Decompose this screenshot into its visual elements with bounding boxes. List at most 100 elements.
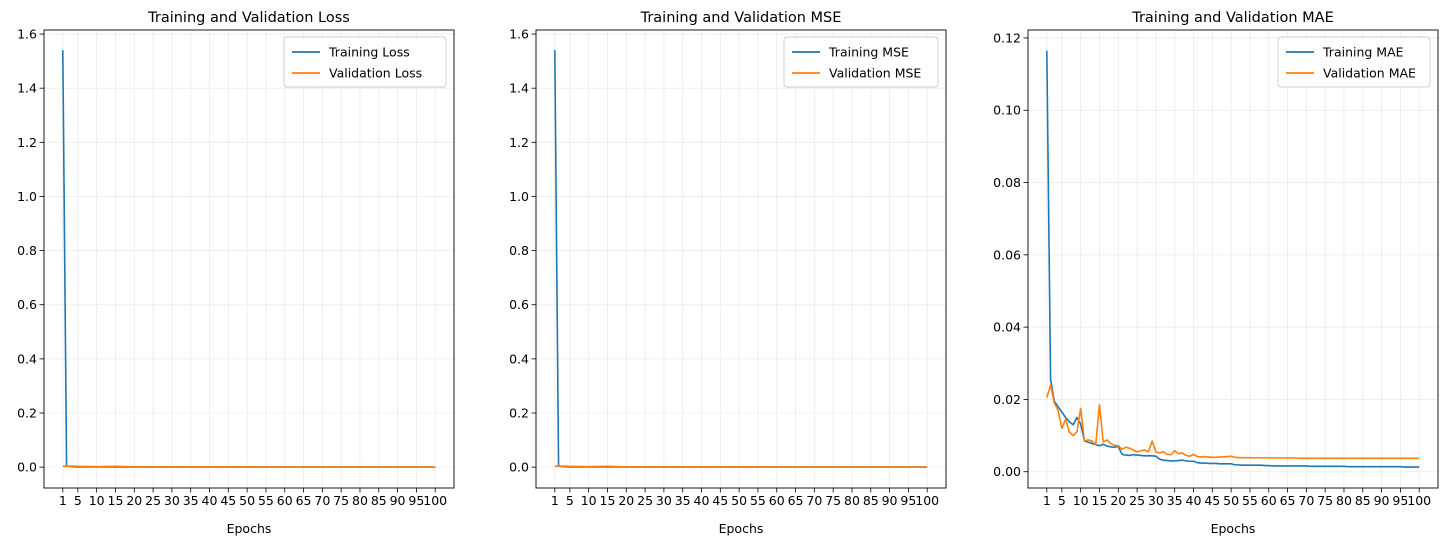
x-axis-label: Epochs	[719, 521, 764, 536]
x-tick-label: 45	[220, 493, 236, 508]
x-axis-label: Epochs	[227, 521, 272, 536]
chart-panel-1: 1 5 10 15 20 25 30 35 40 45 50 55 60 65 70 75 80 85 90 9510…	[17, 10, 455, 536]
x-tick-label: 55	[258, 493, 274, 508]
x-tick-label: 20	[126, 493, 142, 508]
legend-entry: Validation MSE	[829, 66, 921, 81]
x-tick-label: 5	[566, 493, 574, 508]
x-tick-label: 55	[1242, 493, 1258, 508]
x-tick-label: 40	[694, 493, 710, 508]
x-tick-label: 35	[1167, 493, 1183, 508]
x-tick-label: 5	[1058, 493, 1066, 508]
x-tick-label: 90	[882, 493, 898, 508]
x-tick-label: 70	[314, 493, 330, 508]
x-tick-label: 45	[712, 493, 728, 508]
x-tick-label: 65	[1280, 493, 1296, 508]
x-tick-label: 40	[202, 493, 218, 508]
axes-frame	[1027, 29, 1439, 489]
x-tick-label: 100	[1407, 493, 1431, 508]
legend: Training Loss Validation Loss	[283, 36, 447, 88]
x-tick-label: 95	[900, 493, 916, 508]
x-tick-label: 95	[408, 493, 424, 508]
series-line-validation-loss	[62, 465, 436, 468]
x-tick-label: 50	[1223, 493, 1239, 508]
x-tick-label: 75	[1317, 493, 1333, 508]
y-tick-label: 1.6	[509, 27, 529, 42]
x-tick-label: 60	[769, 493, 785, 508]
series-line-training-mae	[1046, 50, 1420, 468]
legend-entry: Validation MAE	[1323, 66, 1416, 81]
y-tick-label: 0.08	[993, 175, 1021, 190]
y-tick-label: 0.8	[17, 243, 37, 258]
legend-entry: Training Loss	[328, 45, 410, 60]
y-tick-label: 0.06	[993, 247, 1021, 262]
x-tick-label: 35	[183, 493, 199, 508]
y-tick-label: 1.6	[17, 27, 37, 42]
x-tick-label: 55	[750, 493, 766, 508]
x-tick-label: 75	[825, 493, 841, 508]
y-tick-label: 0.10	[993, 103, 1021, 118]
x-tick-label: 80	[352, 493, 368, 508]
x-tick-label: 85	[863, 493, 879, 508]
y-tick-label: 0.2	[17, 406, 37, 421]
legend: Training MSE Validation MSE	[783, 36, 939, 88]
x-tick-label: 20	[618, 493, 634, 508]
x-tick-label: 10	[1073, 493, 1089, 508]
y-tick-label: 1.4	[17, 81, 37, 96]
x-tick-label: 15	[600, 493, 616, 508]
y-tick-label: 1.2	[509, 135, 529, 150]
legend: Training MAE Validation MAE	[1277, 36, 1431, 88]
y-tick-label: 0.0	[17, 460, 37, 475]
legend-box	[783, 36, 939, 88]
series-line-training-loss	[62, 50, 436, 468]
x-tick-label: 20	[1110, 493, 1126, 508]
y-tick-label: 0.8	[509, 243, 529, 258]
x-tick-label: 80	[844, 493, 860, 508]
x-tick-label: 35	[675, 493, 691, 508]
chart-title: Training and Validation Loss	[147, 10, 350, 26]
x-tick-label: 25	[145, 493, 161, 508]
legend-box	[1277, 36, 1431, 88]
x-tick-label: 30	[656, 493, 672, 508]
legend-entry: Training MAE	[1322, 45, 1404, 60]
legend-entry: Validation Loss	[329, 66, 422, 81]
x-tick-label: 25	[1129, 493, 1145, 508]
y-tick-label: 1.0	[509, 189, 529, 204]
x-tick-label: 1	[59, 493, 67, 508]
series-line-validation-mse	[554, 465, 928, 468]
x-tick-label: 1	[551, 493, 559, 508]
y-tick-label: 0.6	[509, 297, 529, 312]
y-tick-label: 0.0	[509, 460, 529, 475]
x-tick-label: 60	[277, 493, 293, 508]
y-tick-label: 0.12	[993, 30, 1021, 45]
chart-title: Training and Validation MSE	[640, 10, 842, 26]
x-tick-label: 65	[788, 493, 804, 508]
y-tick-label: 0.04	[993, 320, 1021, 335]
x-tick-label: 15	[1092, 493, 1108, 508]
x-tick-label: 30	[1148, 493, 1164, 508]
y-tick-label: 0.00	[993, 464, 1021, 479]
x-tick-label: 75	[333, 493, 349, 508]
x-tick-label: 15	[108, 493, 124, 508]
y-tick-label: 0.6	[17, 297, 37, 312]
y-tick-label: 1.4	[509, 81, 529, 96]
x-tick-label: 5	[74, 493, 82, 508]
y-tick-label: 0.02	[993, 392, 1021, 407]
x-tick-label: 50	[239, 493, 255, 508]
x-tick-label: 60	[1261, 493, 1277, 508]
x-tick-label: 90	[390, 493, 406, 508]
x-tick-label: 30	[164, 493, 180, 508]
legend-entry: Training MSE	[828, 45, 909, 60]
y-tick-label: 0.4	[509, 351, 529, 366]
chart-panel-2: 1 5 10 15 20 25 30 35 40 45 50 55 60 65 70 75 80 85 90 9510…	[509, 10, 947, 536]
axes-frame	[43, 29, 455, 489]
x-tick-label: 90	[1374, 493, 1390, 508]
x-tick-label: 65	[296, 493, 312, 508]
x-tick-label: 40	[1186, 493, 1202, 508]
x-tick-label: 25	[637, 493, 653, 508]
x-tick-label: 85	[371, 493, 387, 508]
x-tick-label: 45	[1204, 493, 1220, 508]
series-line-training-mse	[554, 50, 928, 468]
legend-box	[283, 36, 447, 88]
x-axis-label: Epochs	[1211, 521, 1256, 536]
